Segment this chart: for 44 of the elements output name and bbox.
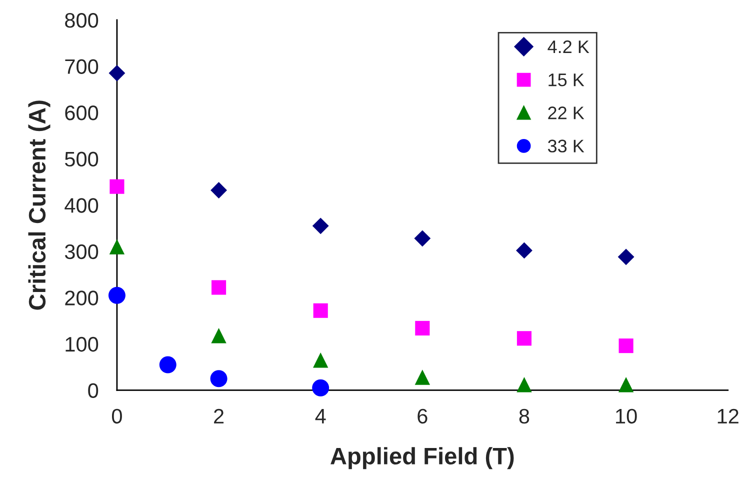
legend-label: 4.2 K xyxy=(548,40,590,53)
y-tick-label: 700 xyxy=(65,59,98,74)
point xyxy=(516,242,532,259)
legend-label: 33 K xyxy=(548,140,584,152)
x-tick-label: 4 xyxy=(315,409,326,424)
point xyxy=(212,280,226,295)
y-tick-label: 600 xyxy=(65,106,98,120)
point xyxy=(312,379,330,396)
point xyxy=(210,370,228,388)
point xyxy=(516,377,532,392)
x-tick-label: 10 xyxy=(616,408,637,424)
point xyxy=(618,377,634,392)
point xyxy=(109,239,125,254)
point xyxy=(159,356,176,374)
y-tick-label: 0 xyxy=(88,383,98,398)
y-tick-label: 100 xyxy=(66,336,98,352)
point xyxy=(414,370,430,385)
y-tick-label: 200 xyxy=(65,290,98,306)
y-tick-label: 500 xyxy=(64,152,98,167)
point xyxy=(313,303,328,318)
point xyxy=(618,248,634,266)
point xyxy=(618,338,634,354)
legend-label: 22 K xyxy=(548,106,584,120)
point xyxy=(110,179,124,194)
x-tick-label: 8 xyxy=(519,408,530,424)
legend-label: 15 K xyxy=(548,74,584,86)
x-tick-label: 12 xyxy=(718,408,738,424)
x-axis-title: Applied Field (T) xyxy=(330,447,514,470)
y-tick-label: 400 xyxy=(64,198,98,213)
y-tick-label: 800 xyxy=(65,12,98,28)
point xyxy=(210,182,227,198)
point xyxy=(312,352,328,368)
point xyxy=(108,64,126,82)
point xyxy=(211,328,226,344)
point xyxy=(516,331,532,346)
x-tick-label: 2 xyxy=(214,408,224,424)
point xyxy=(312,218,329,234)
point xyxy=(108,286,126,304)
point xyxy=(414,230,431,247)
y-tick-label: 300 xyxy=(64,244,98,260)
x-tick-label: 0 xyxy=(112,408,122,424)
point xyxy=(415,320,430,336)
x-tick-label: 6 xyxy=(418,408,428,424)
y-axis-title: Critical Current (A) xyxy=(28,100,50,310)
